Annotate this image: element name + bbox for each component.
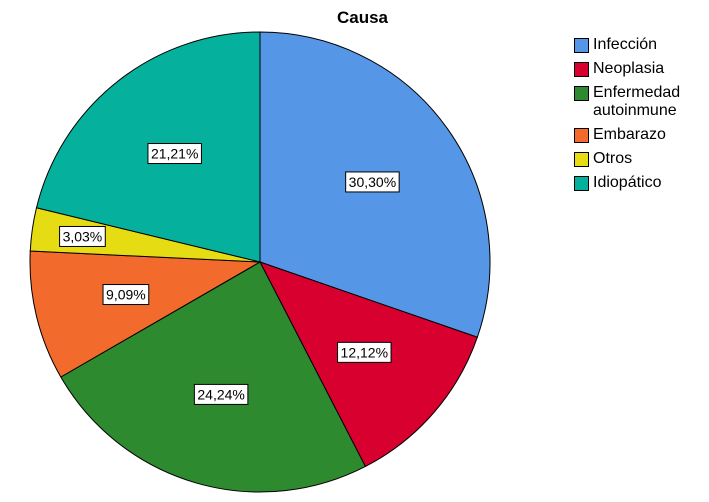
legend-label: Otros — [593, 150, 633, 167]
legend-item: Embarazo — [574, 126, 704, 144]
svg-text:30,30%: 30,30% — [349, 174, 396, 190]
chart-title: Causa — [336, 8, 389, 27]
legend-swatch — [574, 152, 589, 167]
legend-swatch — [574, 128, 589, 143]
data-label-idiopático: 21,21% — [147, 143, 202, 165]
pie-slice-neoplasia — [258, 261, 478, 468]
legend-item: Idiopático — [574, 174, 704, 192]
legend-label: Embarazo — [593, 126, 666, 143]
data-label-infección: 30,30% — [345, 171, 400, 193]
legend-label: Idiopático — [593, 174, 662, 191]
legend-swatch — [574, 62, 589, 77]
svg-text:9,09%: 9,09% — [106, 287, 146, 303]
data-label-embarazo: 9,09% — [102, 284, 150, 306]
data-label-enfermedad-autoinmune: 24,24% — [193, 383, 249, 405]
legend-label: Infección — [593, 36, 658, 53]
pie-slice-embarazo — [29, 250, 262, 378]
legend-item: Enfermedad autoinmune — [574, 84, 704, 120]
data-label-otros: 3,03% — [59, 225, 106, 247]
pie-slice-enfermedad-autoinmune — [60, 261, 367, 493]
legend-swatch — [574, 86, 589, 101]
svg-text:21,21%: 21,21% — [151, 146, 198, 162]
data-label-neoplasia: 12,12% — [337, 341, 392, 363]
svg-text:3,03%: 3,03% — [63, 228, 103, 244]
legend-item: Otros — [574, 150, 704, 168]
legend-item: Infección — [574, 36, 704, 54]
legend-swatch — [574, 38, 589, 53]
legend-item: Neoplasia — [574, 60, 704, 78]
legend-label: Neoplasia — [593, 60, 665, 77]
legend-label: Enfermedad autoinmune — [593, 84, 681, 119]
svg-text:12,12%: 12,12% — [341, 344, 388, 360]
legend-swatch — [574, 176, 589, 191]
legend: Infección Neoplasia Enfermedad autoinmune E… — [574, 36, 704, 198]
svg-text:24,24%: 24,24% — [197, 386, 244, 402]
